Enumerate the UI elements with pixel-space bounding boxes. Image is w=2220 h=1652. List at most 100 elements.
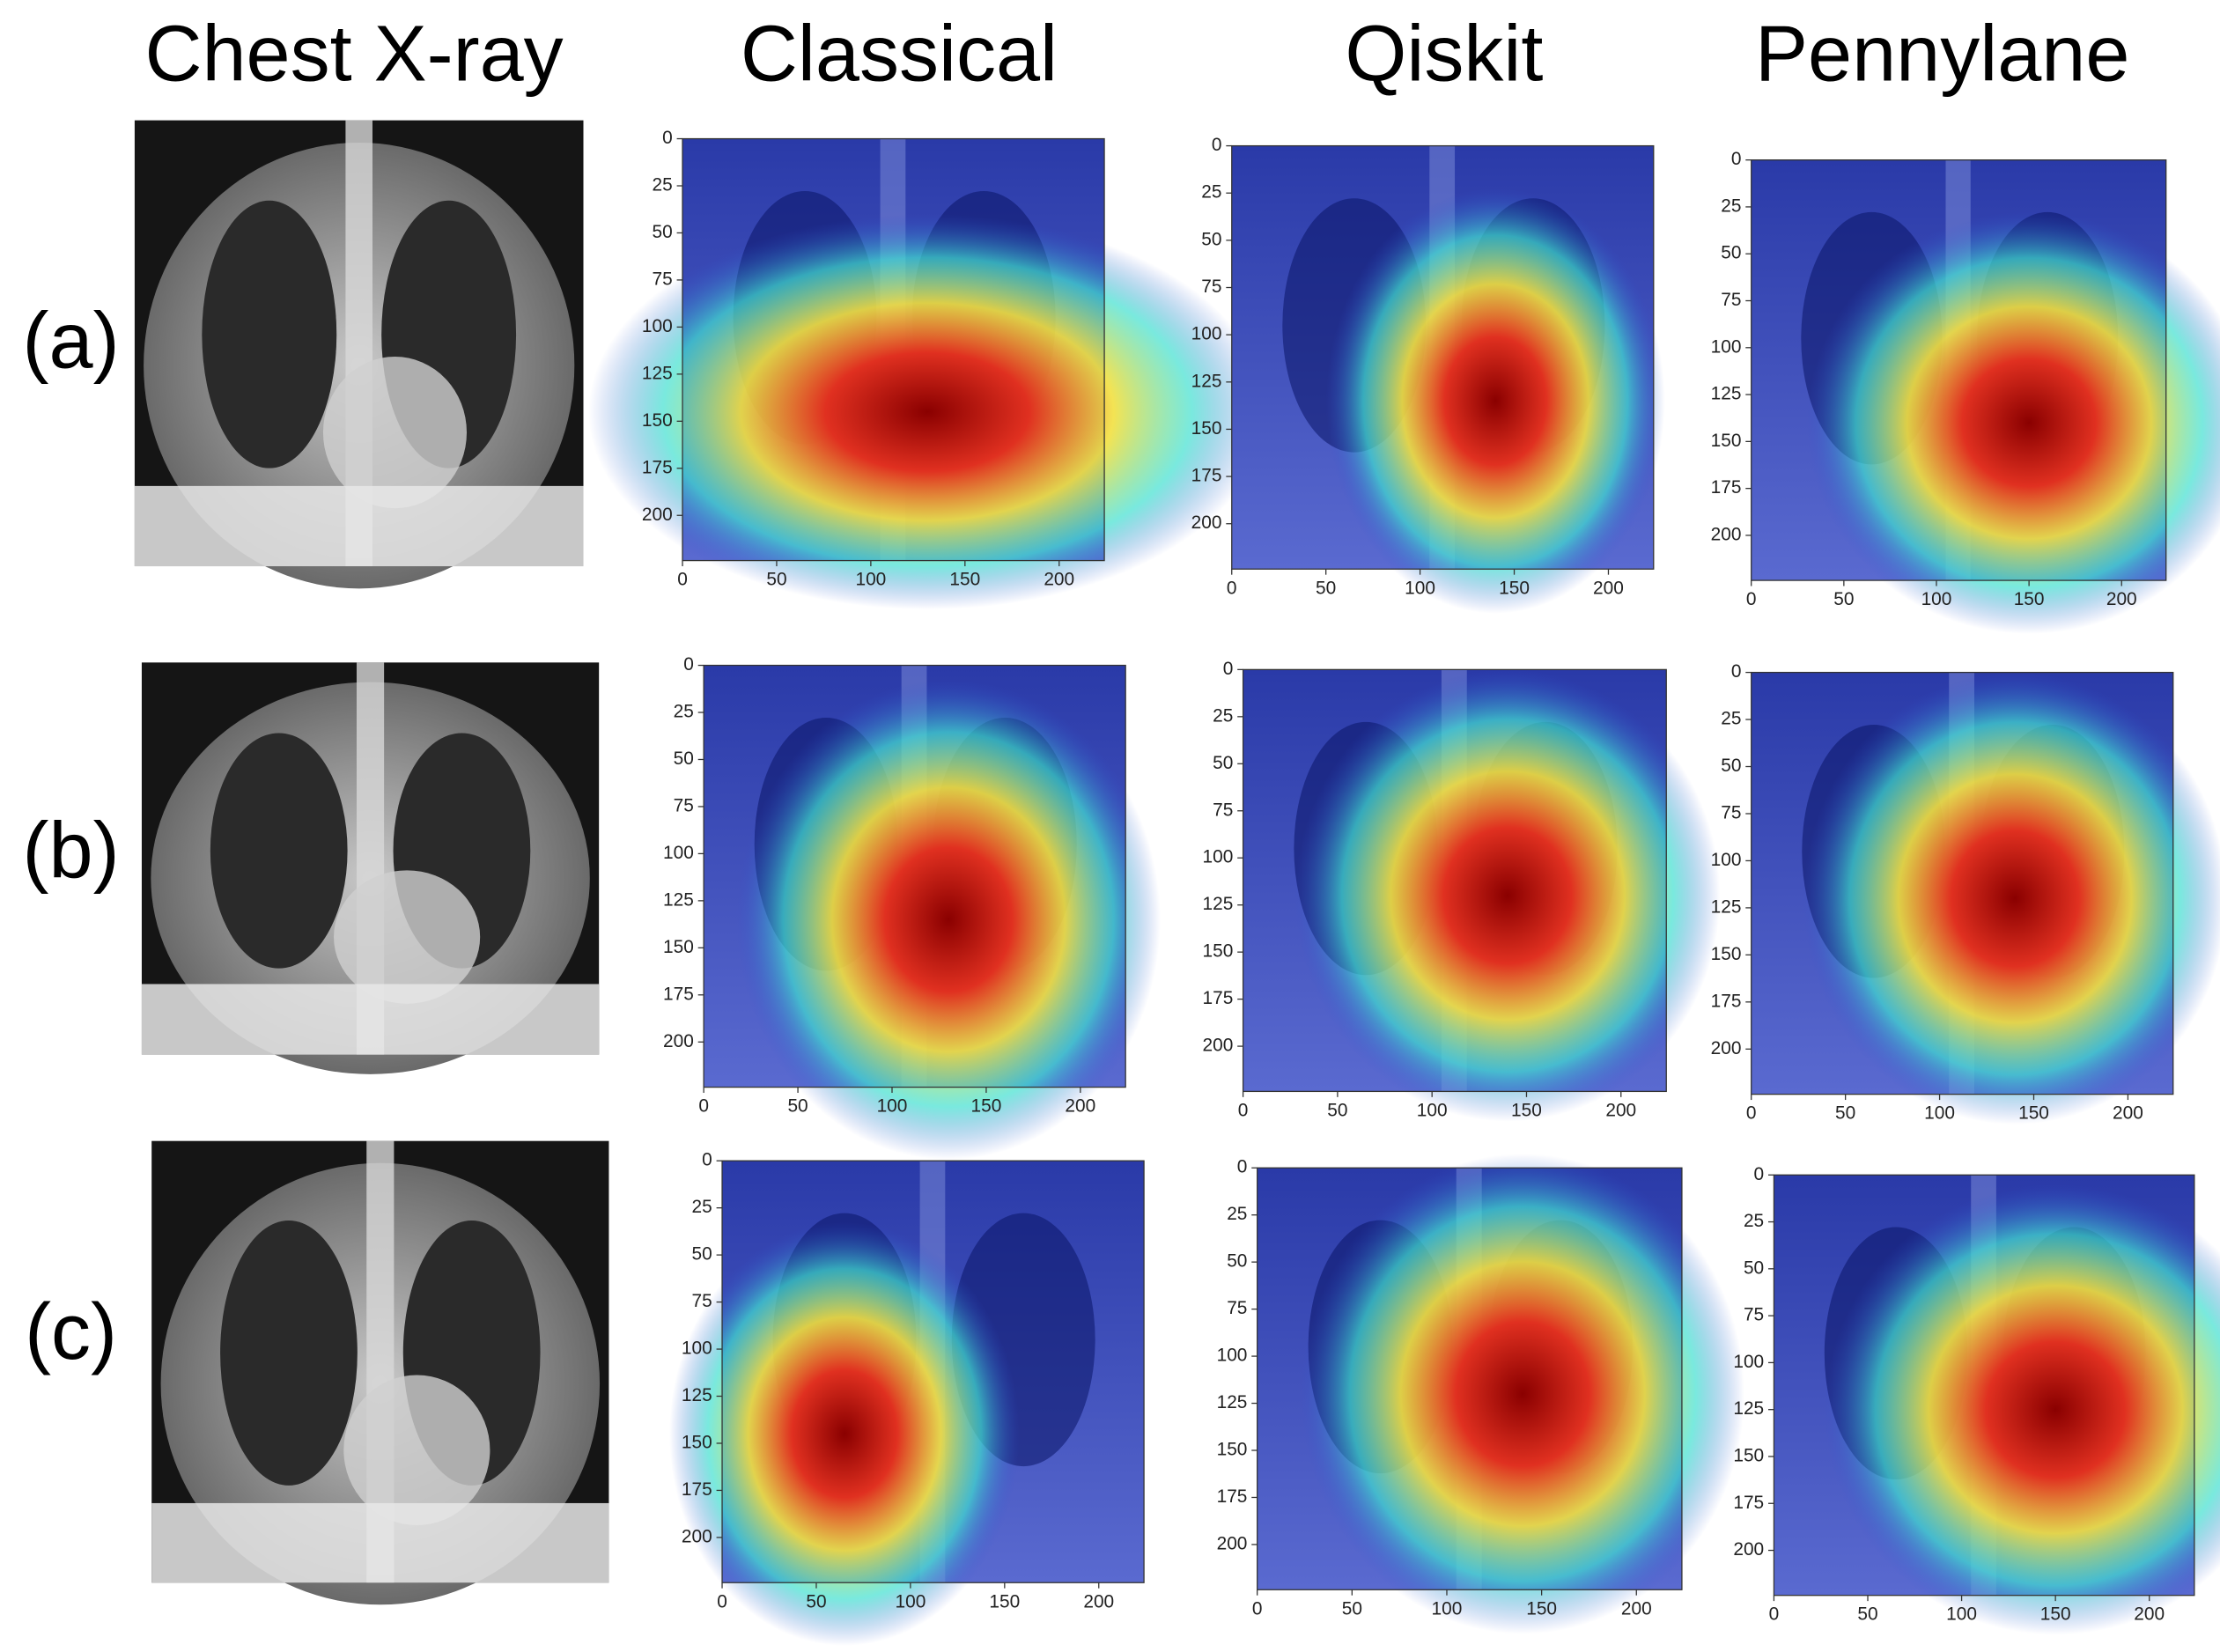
y-tick-label: 100 — [1711, 850, 1742, 870]
x-tick-label: 200 — [1593, 578, 1624, 598]
y-tick-label: 50 — [1213, 753, 1233, 773]
xray-image — [151, 1140, 609, 1605]
column-header: Classical — [741, 10, 1058, 98]
x-tick-label: 100 — [855, 570, 886, 590]
x-tick-label: 200 — [1621, 1598, 1652, 1619]
y-tick-label: 175 — [1711, 477, 1742, 498]
y-tick-label: 0 — [1223, 659, 1234, 679]
y-tick-label: 75 — [1721, 290, 1741, 310]
axes-frame — [703, 664, 1126, 1088]
y-tick-label: 175 — [1711, 991, 1742, 1011]
y-tick-label: 75 — [1721, 802, 1741, 822]
y-tick-label: 50 — [692, 1244, 712, 1265]
y-tick-label: 125 — [1711, 896, 1742, 917]
x-tick-label: 0 — [1238, 1100, 1249, 1120]
x-tick-label: 0 — [1746, 1103, 1757, 1124]
xray-image — [141, 662, 600, 1074]
y-tick-label: 25 — [1721, 195, 1741, 216]
x-tick-label: 200 — [1065, 1096, 1095, 1117]
x-tick-label: 100 — [877, 1096, 908, 1117]
y-tick-label: 25 — [1213, 705, 1233, 726]
heat-region — [736, 679, 1161, 1160]
y-tick-label: 175 — [1733, 1493, 1764, 1513]
y-tick-label: 25 — [1721, 709, 1741, 729]
xray-heart — [322, 357, 468, 509]
y-tick-label: 100 — [663, 843, 694, 863]
x-tick-label: 50 — [1857, 1604, 1877, 1625]
x-tick-label: 100 — [1924, 1103, 1955, 1124]
y-tick-label: 125 — [1203, 894, 1234, 914]
x-tick-label: 150 — [2018, 1103, 2049, 1124]
x-tick-label: 0 — [1769, 1604, 1780, 1625]
y-tick-label: 200 — [1711, 524, 1742, 544]
y-tick-label: 100 — [682, 1339, 712, 1359]
y-tick-label: 100 — [1217, 1346, 1248, 1366]
y-tick-label: 50 — [1721, 243, 1741, 263]
x-tick-label: 150 — [1526, 1598, 1557, 1619]
heatmap-panel: 0 25 50 75 100 125 150 175 200 0 50 100 150 200 — [1711, 149, 2220, 634]
y-tick-label: 100 — [1711, 336, 1742, 357]
y-tick-label: 25 — [653, 175, 673, 195]
axes-frame — [1257, 1167, 1683, 1590]
y-tick-label: 200 — [1711, 1038, 1742, 1058]
y-tick-label: 75 — [692, 1291, 712, 1311]
y-tick-label: 50 — [653, 222, 673, 242]
x-tick-label: 0 — [677, 570, 688, 590]
heat-region — [1825, 1184, 2220, 1635]
y-tick-label: 150 — [1711, 944, 1742, 964]
y-tick-label: 0 — [1237, 1157, 1248, 1177]
y-tick-label: 200 — [1217, 1533, 1248, 1553]
y-tick-label: 125 — [1733, 1398, 1764, 1419]
x-tick-label: 200 — [2106, 589, 2137, 609]
y-tick-label: 175 — [682, 1479, 712, 1500]
heatmap-panel: 0 25 50 75 100 125 150 175 200 0 50 100 150 200 — [1711, 661, 2220, 1125]
y-tick-label: 175 — [663, 984, 694, 1004]
xray-heart — [334, 870, 481, 1004]
x-tick-label: 0 — [717, 1591, 727, 1611]
y-tick-label: 100 — [642, 316, 673, 336]
axes-frame — [1242, 668, 1667, 1093]
x-tick-label: 50 — [1833, 589, 1854, 609]
x-tick-label: 0 — [698, 1096, 709, 1117]
xray-image — [134, 120, 584, 589]
x-tick-label: 50 — [766, 570, 786, 590]
y-tick-label: 0 — [662, 128, 673, 148]
y-tick-label: 150 — [663, 937, 694, 957]
axes-frame — [1231, 144, 1655, 570]
x-tick-label: 150 — [971, 1096, 1002, 1117]
y-tick-label: 25 — [1744, 1211, 1764, 1231]
xray-diaphragm — [134, 485, 584, 567]
xray-lung — [220, 1220, 358, 1486]
xray-lung — [210, 733, 348, 969]
x-tick-label: 200 — [1044, 570, 1074, 590]
y-tick-label: 175 — [1191, 466, 1222, 486]
x-tick-label: 50 — [787, 1096, 808, 1117]
heatmap-panel: 0 25 50 75 100 125 150 175 200 0 50 100 150 200 — [588, 128, 1266, 610]
x-tick-label: 100 — [1432, 1598, 1463, 1619]
y-tick-label: 0 — [1212, 135, 1222, 155]
y-tick-label: 75 — [674, 795, 694, 815]
row-label: (a) — [23, 298, 120, 386]
y-tick-label: 50 — [1721, 756, 1741, 776]
y-tick-label: 175 — [1217, 1486, 1248, 1507]
heat-region — [1294, 669, 1721, 1122]
x-tick-label: 0 — [1227, 578, 1237, 598]
y-tick-label: 125 — [1217, 1392, 1248, 1412]
y-tick-label: 100 — [1191, 324, 1222, 344]
column-header: Chest X-ray — [144, 10, 563, 98]
y-tick-label: 0 — [1731, 149, 1742, 169]
axes-frame — [682, 137, 1105, 562]
y-tick-label: 25 — [1227, 1204, 1247, 1224]
x-tick-label: 150 — [949, 570, 980, 590]
y-tick-label: 200 — [1733, 1539, 1764, 1560]
y-tick-label: 150 — [1203, 941, 1234, 962]
y-tick-label: 150 — [1711, 431, 1742, 451]
y-tick-label: 75 — [653, 269, 673, 289]
y-tick-label: 0 — [683, 654, 694, 675]
x-tick-label: 150 — [2014, 589, 2045, 609]
x-tick-label: 200 — [1083, 1591, 1114, 1611]
y-tick-label: 75 — [1227, 1298, 1247, 1318]
axes-frame — [721, 1160, 1145, 1583]
